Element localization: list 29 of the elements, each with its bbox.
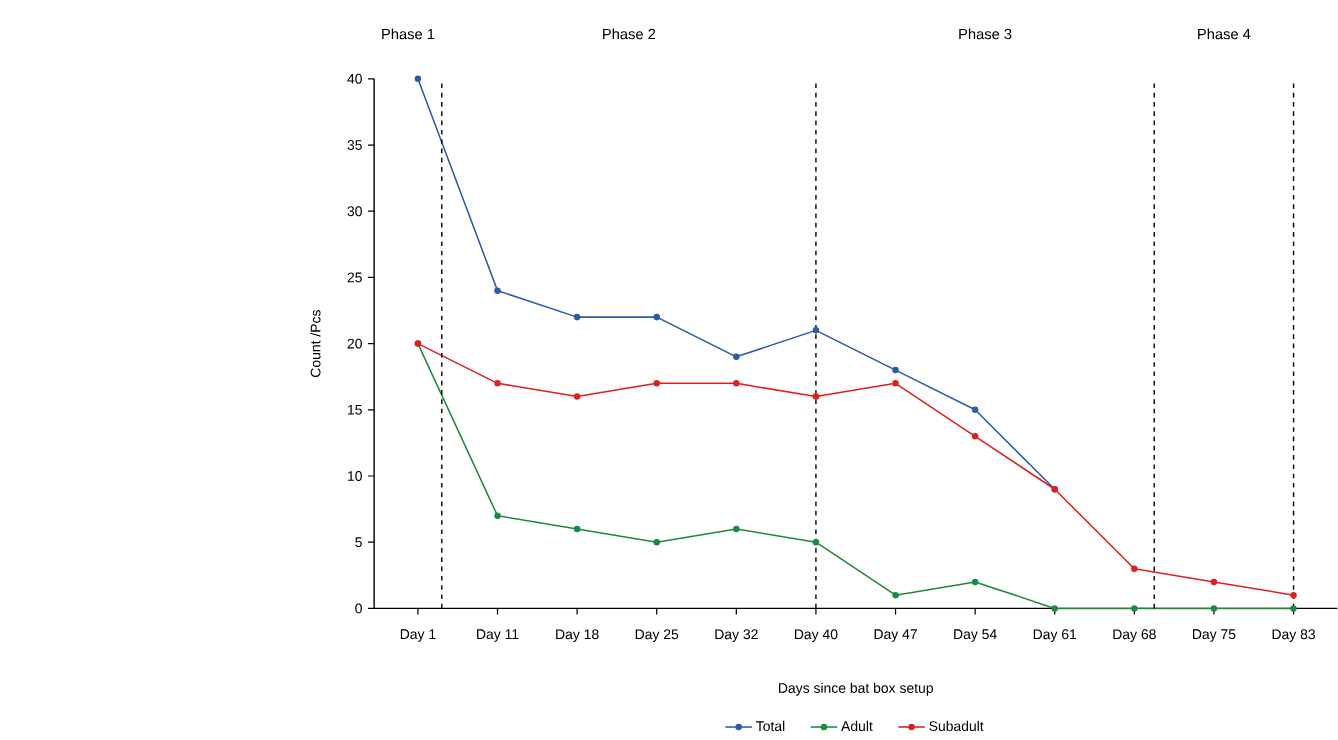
point <box>494 380 501 387</box>
point <box>892 367 899 374</box>
point <box>1131 565 1138 573</box>
point <box>1131 605 1138 612</box>
point <box>573 314 581 321</box>
point <box>1210 605 1218 612</box>
point <box>1290 605 1297 612</box>
point <box>892 380 899 387</box>
point <box>812 393 820 401</box>
point <box>971 433 979 440</box>
point <box>733 380 740 387</box>
point <box>573 525 581 533</box>
point <box>733 525 740 533</box>
point <box>494 512 501 520</box>
point <box>653 380 660 387</box>
point <box>1051 605 1058 612</box>
point <box>971 578 979 586</box>
point <box>494 287 501 295</box>
point <box>812 539 820 546</box>
point <box>812 327 820 334</box>
point <box>971 406 979 414</box>
point <box>414 75 422 83</box>
point <box>892 592 899 599</box>
point <box>1290 592 1297 599</box>
point <box>733 353 740 361</box>
point <box>1210 578 1218 586</box>
point <box>653 314 660 321</box>
point <box>573 393 581 401</box>
point <box>653 539 660 546</box>
